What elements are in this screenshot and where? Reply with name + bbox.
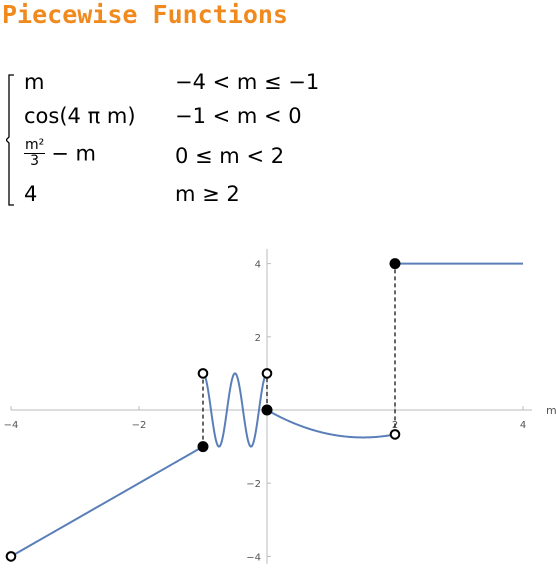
x-tick-label: −2 xyxy=(132,420,147,431)
y-tick-label: −4 xyxy=(246,552,261,563)
curves xyxy=(10,262,523,558)
piece-2-expression: cos(4 π m) xyxy=(24,104,136,128)
x-axis-label: m xyxy=(546,404,556,417)
piece-4-condition: m ≥ 2 xyxy=(175,182,240,206)
open-point xyxy=(197,368,209,379)
page-title: Piecewise Functions xyxy=(2,0,288,29)
y-tick-label: −2 xyxy=(246,479,261,490)
piece-3-condition: 0 ≤ m < 2 xyxy=(175,144,285,168)
piece-3-tail: − m xyxy=(51,141,96,166)
endpoints xyxy=(5,258,401,562)
piece-4-expression: 4 xyxy=(24,182,38,206)
closed-point xyxy=(389,258,401,270)
x-tick-label: −4 xyxy=(4,420,19,431)
fraction-numerator: m² xyxy=(24,137,46,154)
closed-point xyxy=(261,404,273,416)
y-tick-label: 4 xyxy=(255,260,261,271)
closed-point xyxy=(197,441,209,453)
piece-3-expression: m² 3 − m xyxy=(24,138,96,169)
piece-1-condition: −4 < m ≤ −1 xyxy=(175,70,320,94)
open-point xyxy=(389,429,401,440)
curve-segment xyxy=(266,409,396,439)
fraction: m² 3 xyxy=(24,137,46,169)
jump-lines xyxy=(202,263,396,447)
open-point xyxy=(261,368,273,379)
piece-2-condition: −1 < m < 0 xyxy=(175,104,302,128)
curve-segment xyxy=(202,372,268,448)
piece-1-expression: m xyxy=(24,70,45,94)
piecewise-brace xyxy=(6,74,14,206)
x-tick-label: 4 xyxy=(520,420,526,431)
y-tick-label: 2 xyxy=(255,333,261,344)
fraction-denominator: 3 xyxy=(30,153,40,169)
curve-segment xyxy=(10,445,204,558)
open-point xyxy=(5,551,17,562)
